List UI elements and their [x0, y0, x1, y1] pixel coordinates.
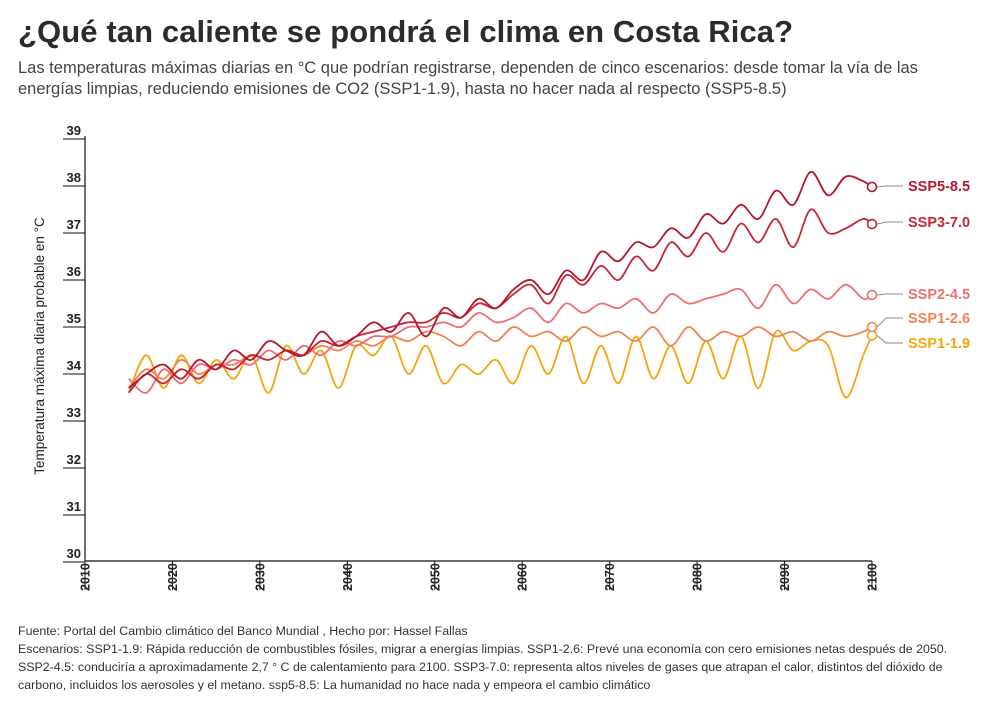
y-tick-label: 39 [67, 123, 81, 138]
x-tick-label: 2030 [253, 563, 267, 591]
label-leader-line [876, 317, 903, 328]
x-tick-label: 2080 [691, 563, 705, 591]
y-tick-label: 36 [67, 264, 81, 279]
endpoint-marker-ssp1-2-6 [866, 321, 878, 333]
y-tick-label: 31 [67, 499, 81, 514]
label-leader-line [876, 185, 903, 188]
series-label-ssp2-4-5: SSP2-4.5 [908, 287, 970, 303]
x-tick-label: 2070 [603, 563, 617, 591]
x-tick-label: 2040 [341, 563, 355, 591]
x-axis-ticks: 2010 2020 2030 2040 2050 2060 2070 2080 2090 2100 [79, 561, 880, 591]
endpoint-marker-ssp2-4-5 [866, 289, 878, 301]
x-tick-label: 2020 [166, 563, 180, 591]
source-note: Fuente: Portal del Cambio climático del … [18, 624, 468, 638]
x-tick-label: 2090 [778, 563, 792, 591]
series-label-ssp1-2-6: SSP1-2.6 [908, 311, 970, 327]
series-line-ssp3-7-0 [128, 208, 873, 394]
series-label-ssp5-8-5: SSP5-8.5 [908, 179, 970, 195]
y-tick-label: 32 [67, 452, 81, 467]
y-axis-ticks: 30 31 32 33 34 35 36 37 38 39 [63, 123, 85, 563]
series-labels: SSP1-1.9 SSP1-2.6 SSP2-4.5 SSP3-7.0 SSP5-8.5 [866, 179, 970, 352]
line-chart: 30 31 32 33 34 35 36 37 38 39 2010 2020 2030 2040 205… [32, 123, 970, 591]
x-tick-label: 2010 [79, 563, 93, 591]
y-tick-label: 33 [67, 405, 81, 420]
series-label-ssp1-1-9: SSP1-1.9 [908, 336, 970, 352]
y-tick-label: 38 [67, 170, 81, 185]
x-tick-label: 2100 [866, 563, 880, 591]
x-tick-label: 2060 [516, 563, 530, 591]
endpoint-marker-ssp1-1-9 [866, 330, 878, 341]
chart-subtitle: Las temperaturas máximas diarias en °C q… [18, 59, 918, 98]
series-line-ssp2-4-5 [128, 283, 873, 394]
chart-title: ¿Qué tan caliente se pondrá el clima en … [18, 14, 794, 49]
series-label-ssp3-7-0: SSP3-7.0 [908, 215, 970, 231]
label-leader-line [876, 335, 903, 344]
endpoint-marker-ssp5-8-5 [866, 181, 878, 193]
series-line-ssp5-8-5 [128, 171, 873, 389]
y-tick-label: 35 [67, 311, 81, 326]
endpoint-marker-ssp3-7-0 [866, 218, 878, 230]
y-tick-label: 34 [67, 358, 82, 373]
series-line-ssp1-2-6 [128, 326, 873, 389]
footer: Fuente: Portal del Cambio climático del … [18, 622, 984, 694]
series-lines [127, 171, 873, 399]
y-tick-label: 37 [67, 217, 81, 232]
label-leader-line [876, 221, 903, 225]
y-tick-label: 30 [67, 546, 81, 561]
y-axis-label: Temperatura máxima diaria probable en °C [32, 217, 47, 475]
label-leader-line [876, 293, 903, 296]
x-tick-label: 2050 [428, 563, 442, 591]
series-line-ssp1-1-9 [127, 329, 873, 399]
scenario-notes: Escenarios: SSP1-1.9: Rápida reducción d… [18, 642, 948, 692]
